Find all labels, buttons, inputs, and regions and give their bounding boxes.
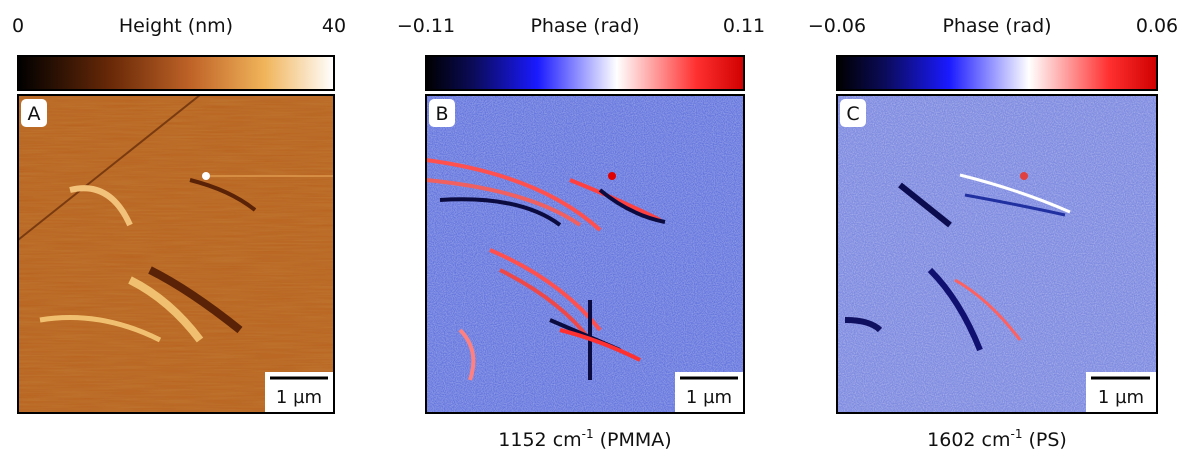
- panel-c: −0.06 Phase (rad) 0.06 C 1 µm 1602 cm-1 (…: [808, 15, 1178, 451]
- panel-letter: C: [846, 103, 859, 125]
- panel-b: −0.11 Phase (rad) 0.11 B 1 µm 1152 cm-1 (…: [397, 15, 765, 451]
- panel-letter: A: [28, 103, 41, 125]
- caption: 1152 cm-1 (PMMA): [498, 427, 671, 451]
- caption-sup: -1: [1011, 427, 1023, 441]
- caption-text: 1152 cm: [498, 429, 581, 451]
- phase-image: [837, 95, 1157, 413]
- colorbar-max: 0.11: [723, 15, 765, 37]
- panel-letter: B: [435, 103, 448, 125]
- colorbar-title: Phase (rad): [942, 15, 1051, 37]
- colorbar-max: 0.06: [1136, 15, 1178, 37]
- colorbar: [17, 55, 335, 91]
- colorbar-min: −0.11: [397, 15, 455, 37]
- phase-image: [426, 95, 744, 413]
- caption-sup: -1: [582, 427, 594, 441]
- colorbar-min: −0.06: [808, 15, 866, 37]
- colorbar: [836, 55, 1158, 91]
- colorbar-title: Phase (rad): [530, 15, 639, 37]
- scale-bar-label: 1 µm: [686, 387, 732, 408]
- caption-text: 1602 cm: [927, 429, 1010, 451]
- panel-letter-box: [21, 99, 47, 127]
- caption-suffix: (PS): [1028, 429, 1066, 451]
- scale-bar-label: 1 µm: [1098, 387, 1144, 408]
- colorbar: [425, 55, 745, 91]
- scale-bar-label: 1 µm: [276, 387, 322, 408]
- colorbar-title: Height (nm): [119, 15, 233, 37]
- height-image: [18, 95, 334, 413]
- panel-letter-box: [840, 99, 866, 127]
- colorbar-min: 0: [12, 15, 24, 37]
- caption-suffix: (PMMA): [600, 429, 672, 451]
- colorbar-max: 40: [322, 15, 346, 37]
- panel-letter-box: [429, 99, 455, 127]
- caption: 1602 cm-1 (PS): [927, 427, 1067, 451]
- panel-a: 0 Height (nm) 40 A 1 µm: [12, 15, 346, 414]
